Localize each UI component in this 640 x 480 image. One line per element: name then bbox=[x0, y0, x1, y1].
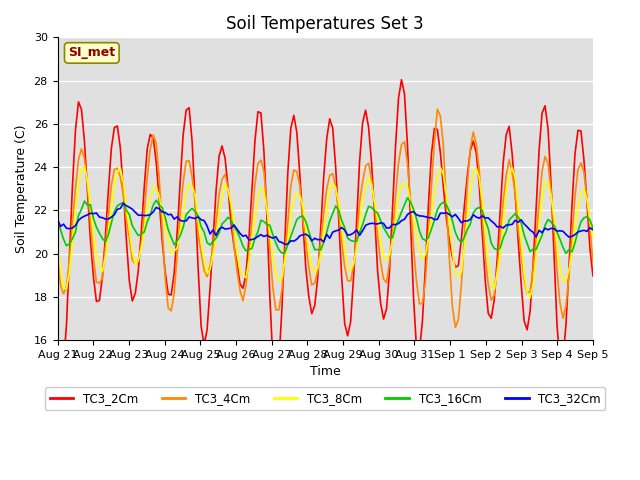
TC3_32Cm bbox=[535, 228, 543, 233]
TC3_2Cm bbox=[54, 330, 61, 336]
TC3_4Cm bbox=[433, 107, 441, 112]
TC3_4Cm bbox=[577, 160, 585, 166]
TC3_32Cm bbox=[281, 241, 289, 247]
TC3_2Cm bbox=[257, 110, 265, 116]
TC3_16Cm bbox=[54, 216, 61, 222]
TC3_32Cm bbox=[589, 227, 596, 233]
TC3_32Cm bbox=[120, 200, 127, 206]
TC3_32Cm bbox=[63, 226, 70, 231]
X-axis label: Time: Time bbox=[310, 365, 340, 378]
TC3_8Cm bbox=[535, 222, 543, 228]
TC3_4Cm bbox=[257, 157, 265, 163]
TC3_4Cm bbox=[116, 174, 124, 180]
TC3_8Cm bbox=[589, 234, 596, 240]
Title: Soil Temperatures Set 3: Soil Temperatures Set 3 bbox=[227, 15, 424, 33]
Text: SI_met: SI_met bbox=[68, 47, 115, 60]
TC3_32Cm bbox=[167, 212, 175, 217]
TC3_2Cm bbox=[164, 291, 172, 297]
TC3_16Cm bbox=[532, 247, 540, 252]
Y-axis label: Soil Temperature (C): Soil Temperature (C) bbox=[15, 124, 28, 253]
TC3_8Cm bbox=[63, 286, 70, 292]
TC3_2Cm bbox=[589, 273, 596, 279]
TC3_4Cm bbox=[164, 305, 172, 311]
TC3_16Cm bbox=[589, 225, 596, 231]
TC3_2Cm bbox=[272, 380, 280, 385]
Line: TC3_16Cm: TC3_16Cm bbox=[58, 198, 593, 253]
Line: TC3_2Cm: TC3_2Cm bbox=[58, 80, 593, 383]
Legend: TC3_2Cm, TC3_4Cm, TC3_8Cm, TC3_16Cm, TC3_32Cm: TC3_2Cm, TC3_4Cm, TC3_8Cm, TC3_16Cm, TC3… bbox=[45, 387, 605, 410]
TC3_16Cm bbox=[257, 217, 265, 223]
TC3_8Cm bbox=[120, 180, 127, 186]
TC3_4Cm bbox=[54, 253, 61, 259]
TC3_4Cm bbox=[535, 201, 543, 207]
TC3_32Cm bbox=[577, 228, 585, 234]
TC3_4Cm bbox=[451, 324, 459, 330]
TC3_16Cm bbox=[577, 219, 585, 225]
TC3_8Cm bbox=[81, 163, 88, 169]
TC3_16Cm bbox=[164, 227, 172, 233]
TC3_8Cm bbox=[167, 250, 175, 256]
TC3_4Cm bbox=[589, 260, 596, 265]
TC3_2Cm bbox=[63, 322, 70, 327]
TC3_16Cm bbox=[562, 251, 570, 256]
TC3_2Cm bbox=[397, 77, 405, 83]
TC3_2Cm bbox=[577, 128, 585, 134]
TC3_2Cm bbox=[116, 145, 124, 151]
TC3_16Cm bbox=[116, 201, 124, 207]
TC3_32Cm bbox=[54, 216, 61, 222]
Line: TC3_4Cm: TC3_4Cm bbox=[58, 109, 593, 327]
TC3_4Cm bbox=[63, 284, 70, 289]
TC3_8Cm bbox=[54, 239, 61, 245]
TC3_8Cm bbox=[260, 190, 268, 195]
Line: TC3_8Cm: TC3_8Cm bbox=[58, 166, 593, 298]
TC3_8Cm bbox=[526, 295, 534, 300]
TC3_32Cm bbox=[260, 234, 268, 240]
TC3_8Cm bbox=[577, 189, 585, 195]
TC3_32Cm bbox=[116, 205, 124, 211]
TC3_2Cm bbox=[535, 148, 543, 154]
Line: TC3_32Cm: TC3_32Cm bbox=[58, 203, 593, 244]
TC3_16Cm bbox=[63, 243, 70, 249]
TC3_16Cm bbox=[404, 195, 412, 201]
